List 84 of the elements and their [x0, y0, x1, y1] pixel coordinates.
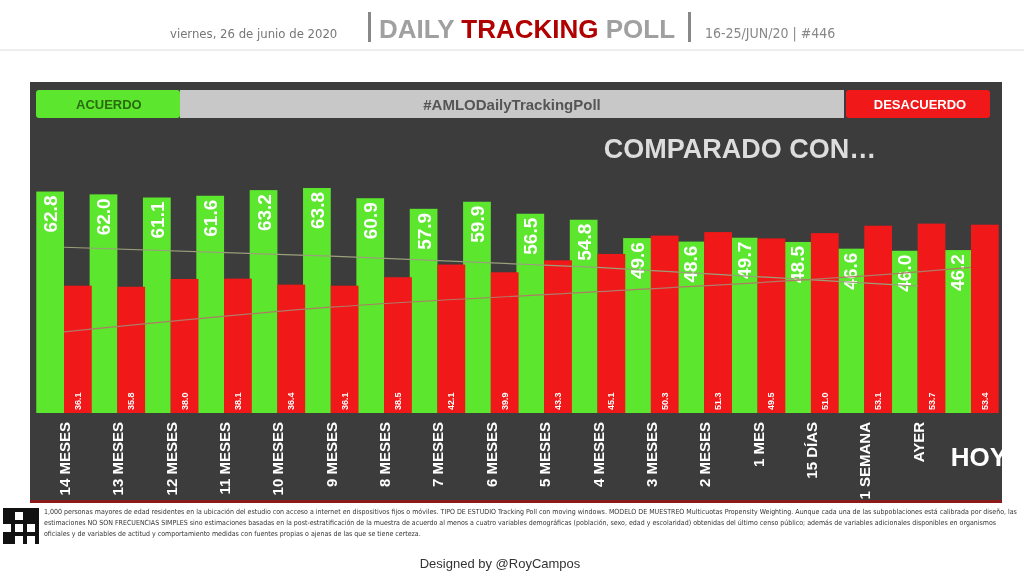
x-tick-label: 13 MESES [109, 422, 127, 496]
data-label: 36.1 [339, 392, 350, 410]
x-tick-label: 1 SEMANA [856, 421, 874, 500]
bar [36, 191, 65, 413]
data-label: 53.7 [926, 392, 937, 410]
data-label: 51.3 [713, 392, 724, 410]
data-label: 53.4 [979, 392, 990, 410]
bar [704, 232, 732, 413]
data-label: 53.1 [873, 392, 884, 410]
bar [970, 224, 999, 413]
bar [117, 286, 146, 413]
data-label: 48.6 [680, 245, 702, 283]
bar [597, 253, 626, 413]
bar [437, 264, 466, 413]
text: DESACUERDO [873, 97, 967, 112]
data-label: 50.3 [659, 392, 670, 410]
x-tick-label: 3 MESES [642, 422, 660, 488]
bar [650, 235, 679, 413]
data-label: 36.4 [286, 392, 297, 410]
bar [864, 225, 893, 413]
data-label: 43.3 [553, 392, 564, 410]
bar [330, 285, 359, 413]
data-label: 61.6 [200, 199, 222, 237]
data-label: 38.1 [232, 392, 243, 410]
data-label: 46.6 [840, 252, 862, 290]
text: COMPARADO CON… [603, 134, 877, 164]
data-label: 49.5 [766, 392, 777, 410]
bar [490, 272, 519, 413]
x-tick-label: 14 MESES [56, 422, 74, 496]
bar [303, 188, 331, 413]
data-label: 42.1 [446, 392, 457, 410]
x-tick-label: 6 MESES [482, 422, 500, 488]
x-tick-label: 7 MESES [429, 422, 447, 488]
x-tick-label: AYER [909, 421, 927, 463]
x-tick-label: 4 MESES [589, 422, 607, 488]
chart-subtitle: viernes, 26 de junio de 2020 [170, 26, 338, 41]
bar [544, 260, 572, 413]
text: Designed by @RoyCampos [419, 556, 581, 571]
bar [757, 238, 786, 413]
x-tick-label: HOY [950, 442, 1008, 472]
data-label: 63.8 [306, 192, 328, 229]
data-label: 48.5 [787, 245, 809, 283]
bar [277, 284, 306, 413]
data-label: 36.1 [72, 392, 83, 410]
x-tick-label: 11 MESES [216, 422, 234, 495]
text: ACUERDO [76, 97, 142, 112]
data-label: 46.0 [893, 254, 915, 292]
bar [810, 233, 839, 413]
data-label: 61.1 [146, 201, 168, 239]
chart-title: DAILY TRACKING POLL [378, 14, 676, 44]
data-label: 39.9 [499, 392, 510, 410]
x-tick-label: 9 MESES [322, 422, 340, 488]
data-label: 38.5 [392, 392, 403, 410]
x-tick-label: 5 MESES [536, 422, 554, 488]
data-label: 49.7 [733, 241, 755, 279]
x-tick-label: 15 DÍAS [802, 422, 820, 479]
bar [384, 277, 412, 413]
x-tick-label: 12 MESES [162, 422, 180, 496]
data-label: 59.9 [466, 205, 488, 243]
data-label: 38.0 [179, 392, 190, 410]
data-label: 46.2 [947, 254, 969, 292]
x-tick-label: 1 MES [749, 422, 767, 468]
bar [64, 285, 92, 413]
data-label: 54.8 [573, 223, 595, 261]
x-tick-label: 2 MESES [696, 422, 714, 488]
bar [196, 195, 225, 413]
data-label: 51.0 [819, 392, 830, 410]
data-label: 56.5 [520, 217, 542, 255]
data-label: 57.9 [413, 212, 435, 250]
bar [170, 278, 199, 413]
data-label: 35.8 [126, 392, 137, 410]
bar [142, 197, 171, 413]
data-label: 60.9 [360, 202, 382, 240]
data-label: 62.8 [40, 195, 62, 233]
bar [224, 278, 252, 413]
x-tick-label: 8 MESES [376, 422, 394, 488]
text: #AMLODailyTrackingPoll [423, 96, 601, 113]
text: 16-25/JUN/20 | #446 [705, 25, 836, 42]
data-label: 62.0 [93, 198, 115, 236]
data-label: 49.6 [627, 242, 649, 280]
x-tick-label: 10 MESES [269, 422, 287, 496]
data-label: 63.2 [253, 194, 275, 232]
bar [917, 223, 946, 413]
data-label: 45.1 [606, 392, 617, 410]
